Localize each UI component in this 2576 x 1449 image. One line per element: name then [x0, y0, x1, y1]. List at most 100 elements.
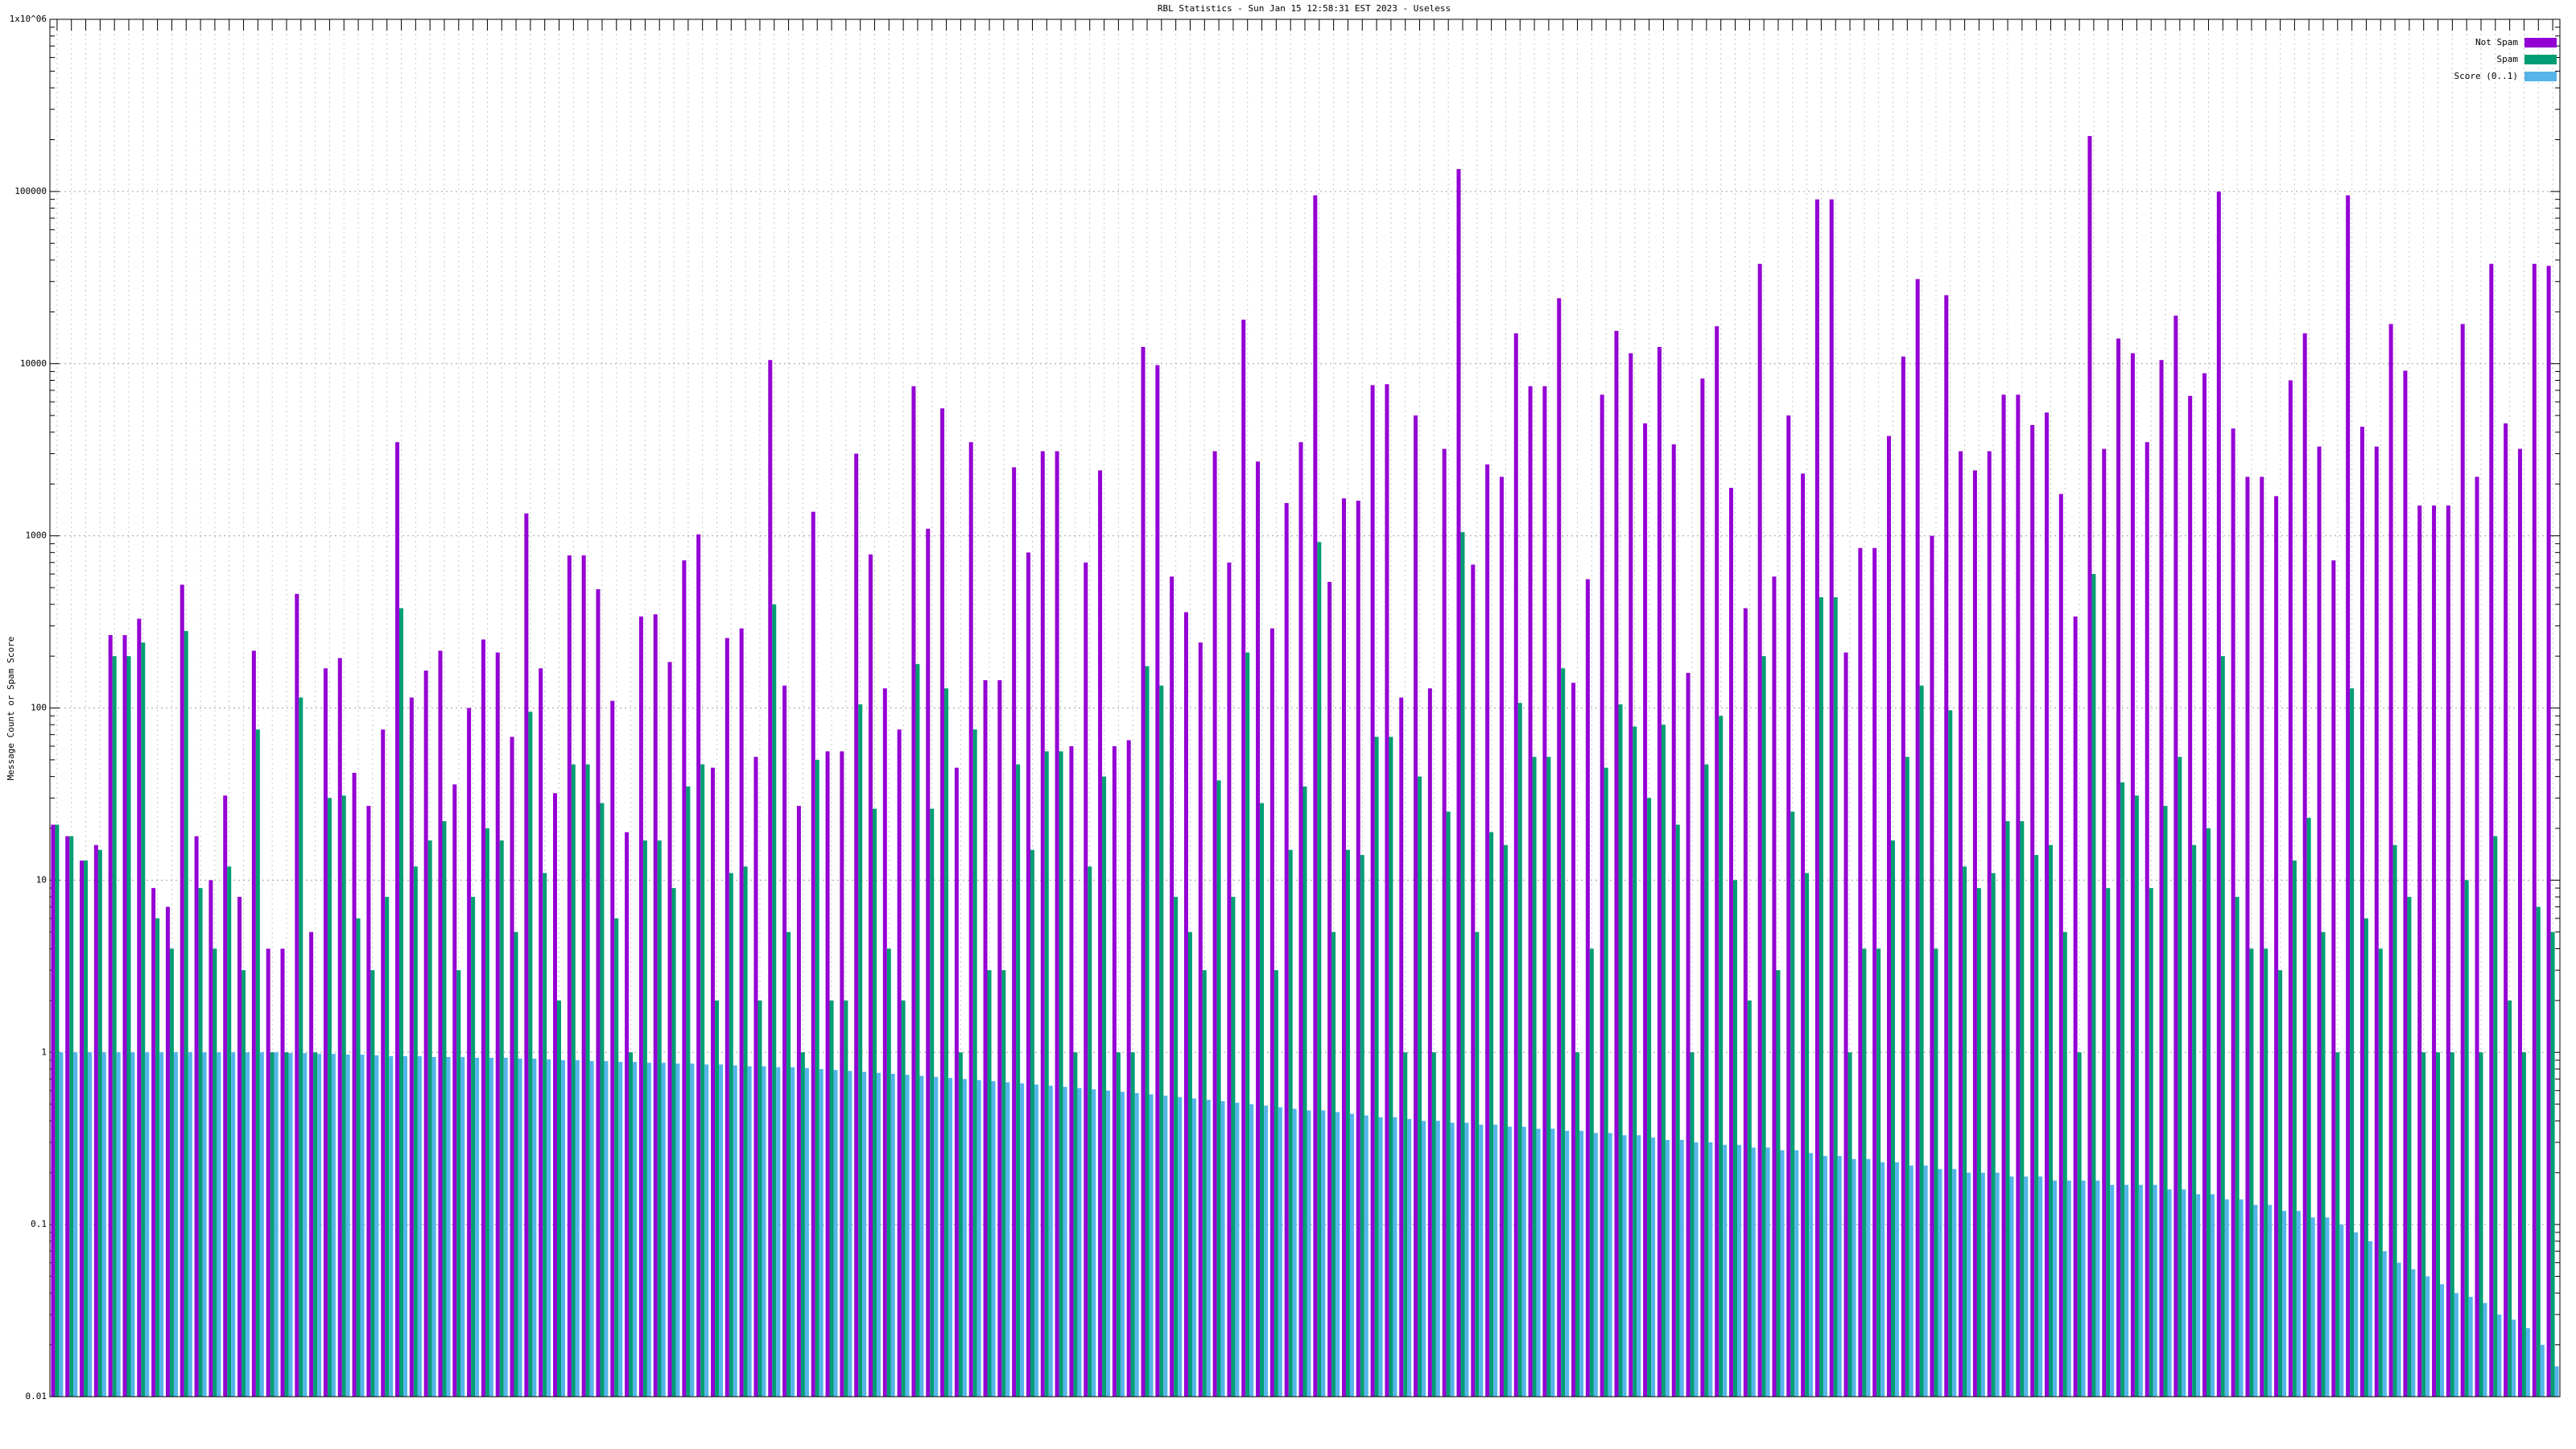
bar	[671, 888, 676, 1397]
bar	[403, 1056, 408, 1397]
bar	[944, 688, 949, 1397]
bar	[1690, 1052, 1695, 1397]
bar	[747, 1066, 752, 1397]
bar	[1923, 1165, 1928, 1397]
bar	[991, 1081, 996, 1397]
bar	[2239, 1199, 2244, 1397]
bar	[227, 866, 232, 1397]
bar	[869, 554, 873, 1397]
bar	[1614, 331, 1619, 1397]
bar	[1012, 467, 1017, 1397]
bar	[1938, 1169, 1942, 1397]
bar	[1198, 642, 1203, 1397]
bar	[1866, 1158, 1871, 1397]
bar	[1264, 1105, 1269, 1397]
bar	[1427, 688, 1432, 1397]
bar	[1241, 320, 1246, 1397]
bar	[237, 897, 242, 1397]
bar	[1532, 757, 1537, 1397]
bar	[409, 697, 414, 1397]
bar	[682, 560, 687, 1397]
bar	[381, 729, 386, 1397]
bar	[528, 712, 533, 1397]
bar	[610, 700, 615, 1397]
bar	[2425, 1276, 2430, 1397]
bar	[510, 737, 514, 1397]
bar	[122, 634, 127, 1397]
bar	[1385, 384, 1389, 1397]
bar	[1044, 751, 1049, 1397]
bar	[295, 593, 299, 1397]
y-tick-label: 10000	[20, 358, 47, 369]
y-axis-label: Message Count or Spam Score	[6, 637, 16, 781]
bar	[882, 688, 887, 1397]
bar	[1149, 1094, 1154, 1397]
y-tick-label: 1	[41, 1046, 47, 1057]
bar	[1686, 672, 1690, 1397]
bar	[1088, 866, 1092, 1397]
bar	[2432, 505, 2437, 1397]
bar	[2159, 360, 2164, 1397]
bar	[2110, 1184, 2115, 1397]
bar	[1073, 1052, 1078, 1397]
bar	[901, 1000, 906, 1397]
bar	[786, 931, 791, 1397]
bar	[2411, 1269, 2416, 1397]
bar	[2062, 931, 2067, 1397]
bar	[1446, 811, 1451, 1397]
bar	[188, 1052, 192, 1397]
bar	[1378, 1117, 1383, 1397]
bar	[1464, 1122, 1469, 1397]
bar	[2292, 861, 2297, 1397]
bar	[1370, 385, 1375, 1397]
bar	[1780, 1150, 1785, 1397]
bar	[862, 1071, 867, 1397]
bar	[1604, 767, 1608, 1397]
bar	[1708, 1142, 1713, 1397]
bar	[743, 866, 748, 1397]
bar	[345, 1055, 350, 1397]
bar	[1187, 931, 1192, 1397]
bar	[1608, 1133, 1612, 1397]
bar	[145, 1052, 150, 1397]
bar	[366, 806, 371, 1397]
bar	[2001, 394, 2006, 1397]
bar	[1972, 470, 1977, 1397]
bar	[1901, 356, 1905, 1397]
bar	[930, 808, 935, 1397]
bar	[1055, 451, 1059, 1397]
bar	[1536, 1129, 1541, 1397]
bar	[2138, 1184, 2143, 1397]
bar	[675, 1063, 680, 1397]
bar	[1876, 948, 1881, 1397]
bar	[471, 897, 476, 1397]
bar	[2020, 821, 2025, 1397]
bar	[2450, 1052, 2454, 1397]
bar	[2350, 688, 2355, 1397]
bar	[2081, 1180, 2086, 1397]
bar	[2034, 855, 2039, 1397]
bar	[2134, 795, 2139, 1397]
bar	[539, 668, 543, 1397]
bar	[1442, 448, 1447, 1397]
bar	[1891, 840, 1895, 1397]
bar	[2508, 1000, 2512, 1397]
bar	[1671, 444, 1676, 1397]
bar	[1431, 1052, 1436, 1397]
bar	[1256, 461, 1261, 1397]
bar	[2120, 782, 2125, 1397]
bar	[1818, 597, 1823, 1397]
bar	[1450, 1122, 1455, 1397]
bar	[259, 1052, 264, 1397]
bar	[274, 1052, 279, 1397]
bar	[1872, 547, 1877, 1397]
bar	[915, 663, 920, 1397]
bar	[646, 1063, 651, 1397]
bar	[165, 906, 170, 1397]
bar	[987, 970, 992, 1397]
bar	[2440, 1284, 2445, 1397]
bar	[1801, 473, 1806, 1397]
bar	[1034, 1084, 1038, 1397]
bar	[1805, 873, 1810, 1397]
bar	[1155, 365, 1160, 1397]
